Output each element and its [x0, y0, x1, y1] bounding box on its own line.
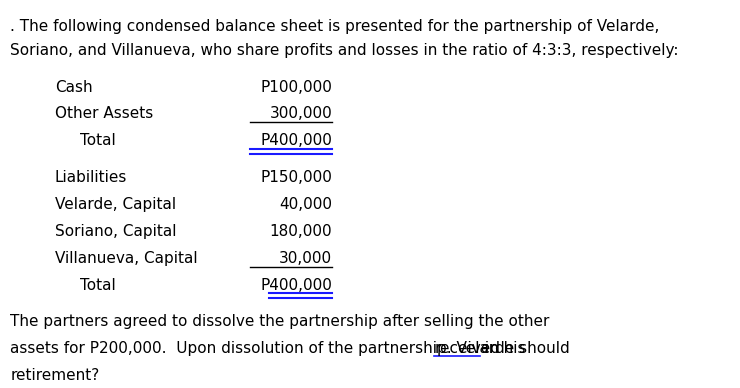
Text: 180,000: 180,000	[269, 224, 332, 239]
Text: . The following condensed balance sheet is presented for the partnership of Vela: . The following condensed balance sheet …	[10, 19, 660, 34]
Text: P150,000: P150,000	[260, 170, 332, 185]
Text: Total: Total	[80, 277, 115, 293]
Text: Soriano, Capital: Soriano, Capital	[55, 224, 176, 239]
Text: Total: Total	[80, 133, 115, 148]
Text: Other Assets: Other Assets	[55, 106, 153, 121]
Text: Cash: Cash	[55, 80, 92, 95]
Text: Liabilities: Liabilities	[55, 170, 127, 185]
Text: The partners agreed to dissolve the partnership after selling the other: The partners agreed to dissolve the part…	[10, 314, 550, 329]
Text: 40,000: 40,000	[279, 197, 332, 212]
Text: retirement?: retirement?	[10, 368, 100, 383]
Text: received: received	[434, 341, 500, 356]
Text: assets for P200,000.  Upon dissolution of the partnership. Velarde should: assets for P200,000. Upon dissolution of…	[10, 341, 575, 356]
Text: P400,000: P400,000	[260, 133, 332, 148]
Text: 300,000: 300,000	[269, 106, 332, 121]
Text: Soriano, and Villanueva, who share profits and losses in the ratio of 4:3:3, res: Soriano, and Villanueva, who share profi…	[10, 43, 679, 58]
Text: 30,000: 30,000	[279, 251, 332, 266]
Text: P100,000: P100,000	[260, 80, 332, 95]
Text: Velarde, Capital: Velarde, Capital	[55, 197, 176, 212]
Text: in his: in his	[480, 341, 525, 356]
Text: Villanueva, Capital: Villanueva, Capital	[55, 251, 198, 266]
Text: P400,000: P400,000	[260, 277, 332, 293]
